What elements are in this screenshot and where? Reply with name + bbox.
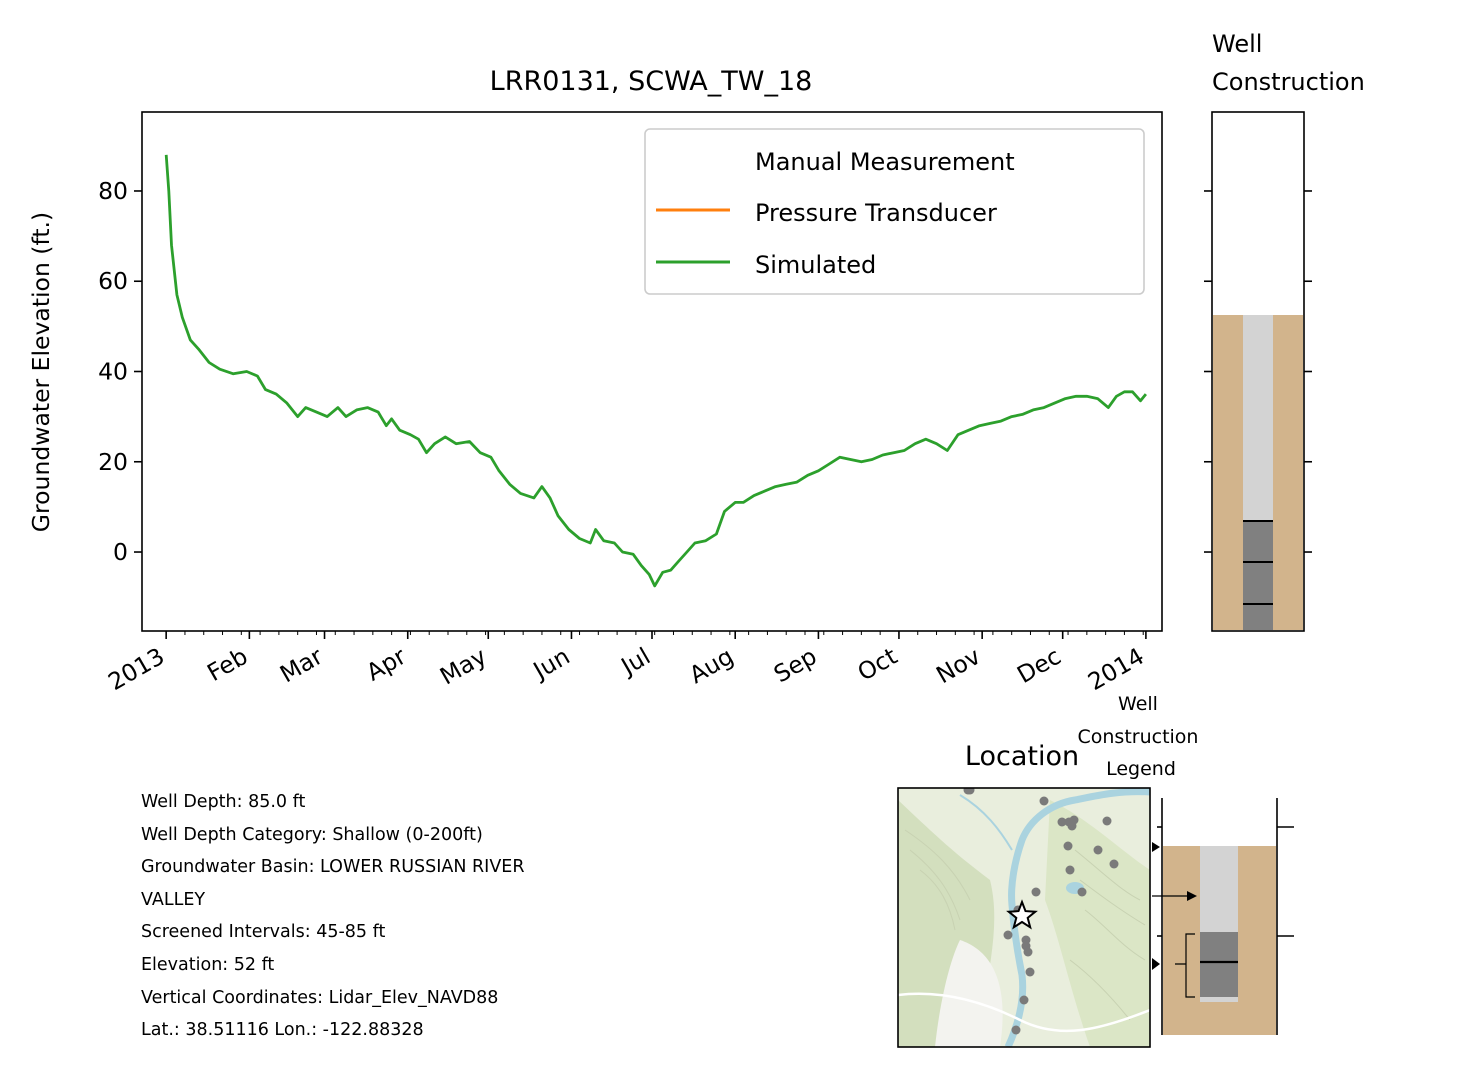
well-marker-dot: [1039, 796, 1049, 806]
location-map: [898, 788, 1150, 1047]
well-marker-dot: [965, 788, 975, 795]
info-lat-lon: Lat.: 38.51116 Lon.: -122.88328: [141, 1020, 424, 1041]
well-marker-dot: [1025, 967, 1035, 977]
well-info-text: Well Depth: 85.0 ft Well Depth Category:…: [141, 786, 525, 1047]
well-marker-dot: [1093, 845, 1103, 855]
x-tick-label: Nov: [931, 642, 985, 689]
legend-box: [644, 128, 1145, 295]
well-marker-dot: [1065, 865, 1075, 875]
x-tick-label: Jul: [615, 642, 655, 681]
simulated-series-line: [164, 154, 1147, 588]
chart-title: LRR0131, SCWA_TW_18: [490, 66, 813, 97]
well-construction-legend: Well Construction Legend: [1077, 693, 1294, 1035]
selected-well-star: [1006, 899, 1038, 930]
valley-floor: [935, 940, 1003, 1047]
legend-label-manual-measurement: Manual Measurement: [755, 148, 1015, 176]
info-basin-cont: VALLEY: [141, 889, 206, 910]
x-axis: 2013 Feb Mar Apr May Jun Jul Aug Sep Oct Nov Dec 201…: [103, 631, 1149, 696]
x-tick-label: 2014: [1083, 642, 1149, 696]
x-tick-label: May: [435, 642, 491, 691]
contour-lines: [904, 829, 1146, 1021]
legend-bracket-screen: [1175, 933, 1195, 998]
x-tick-label: Oct: [853, 642, 902, 687]
hills-east: [1045, 800, 1150, 1047]
info-elevation: Elevation: 52 ft: [141, 954, 275, 975]
x-tick-label: 2013: [103, 642, 169, 696]
well-marker-dot: [1003, 930, 1013, 940]
river: [1004, 788, 1150, 1047]
x-tick-label: Apr: [362, 642, 412, 687]
well-construction-title: Well Construction: [1212, 30, 1365, 96]
legend-screen: [1200, 932, 1238, 997]
well-marker-dot: [1109, 859, 1119, 869]
info-basin: Groundwater Basin: LOWER RUSSIAN RIVER: [141, 857, 525, 878]
x-tick-label: Feb: [202, 642, 252, 687]
y-tick-label: 20: [98, 448, 128, 476]
legend-label-simulated: Simulated: [755, 251, 876, 279]
y-axis: 0 20 40 60 80: [98, 177, 142, 566]
well-marker-dot: [1057, 817, 1067, 827]
creek: [959, 794, 1013, 851]
x-tick-label: Mar: [275, 642, 328, 689]
well-marker-dot: [1019, 995, 1029, 1005]
well-casing: [1243, 315, 1273, 521]
info-vertical-coords: Vertical Coordinates: Lidar_Elev_NAVD88: [141, 987, 499, 1008]
well-marker-dot: [1031, 887, 1041, 897]
legend-inset-title: Well Construction Legend: [1077, 693, 1204, 780]
legend: Manual Measurement Pressure Transducer S…: [644, 128, 1145, 295]
y-tick-label: 40: [98, 358, 128, 386]
well-markers: [963, 788, 1119, 1035]
info-depth-category: Well Depth Category: Shallow (0-200ft): [141, 824, 483, 845]
road: [898, 992, 1150, 1033]
well-marker-dot: [1063, 841, 1073, 851]
x-tick-label: Dec: [1012, 642, 1065, 689]
info-well-depth: Well Depth: 85.0 ft: [141, 792, 306, 812]
location-title: Location: [965, 741, 1079, 772]
location-panel: Location: [897, 741, 1151, 1048]
x-tick-label: Sep: [769, 642, 821, 688]
well-marker-dot: [1077, 887, 1087, 897]
info-screened-intervals: Screened Intervals: 45-85 ft: [141, 922, 386, 943]
location-frame: [897, 787, 1151, 1048]
well-marker-dot: [1102, 816, 1112, 826]
x-tick-label: Aug: [684, 642, 738, 689]
legend-label-pressure-transducer: Pressure Transducer: [755, 199, 997, 227]
well-construction-panel: Well Construction: [1204, 30, 1365, 632]
well-marker-dot: [1067, 821, 1077, 831]
well-marker-dot: [1011, 1025, 1021, 1035]
well-construction-ticks: [1204, 190, 1312, 553]
y-tick-label: 80: [98, 177, 128, 205]
y-tick-label: 0: [113, 538, 128, 566]
legend-casing: [1200, 846, 1238, 932]
x-tick-label: Jun: [527, 642, 575, 686]
well-screen: [1243, 521, 1273, 630]
y-tick-label: 60: [98, 267, 128, 295]
well-marker-dot: [1023, 947, 1033, 957]
y-axis-label: Groundwater Elevation (ft.): [27, 212, 55, 532]
